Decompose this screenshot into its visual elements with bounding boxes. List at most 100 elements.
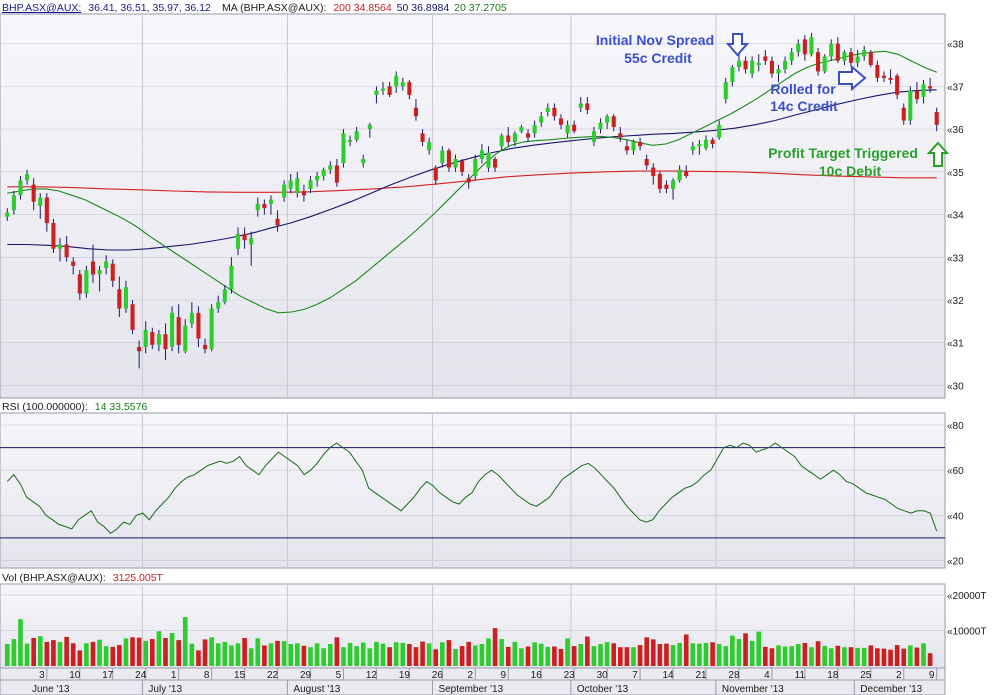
volume-bar (136, 637, 142, 666)
volume-bar (585, 636, 590, 666)
volume-bar (229, 645, 234, 666)
volume-bar (802, 642, 808, 666)
price-tick-label: «37 (947, 82, 964, 93)
annotation-rolled-credit: 14c Credit (770, 98, 838, 114)
ma200-line (7, 170, 937, 193)
candle-body (354, 131, 359, 140)
candle-body (723, 82, 728, 100)
volume-bar (795, 644, 801, 666)
volume-bar (367, 648, 373, 666)
candle-body (539, 116, 544, 123)
volume-bar (268, 643, 274, 666)
arrow-right-icon (838, 64, 867, 92)
candle-body (216, 302, 221, 309)
date-tick-label: 28 (728, 670, 740, 681)
volume-bar (314, 643, 320, 666)
volume-bar (868, 645, 874, 666)
volume-bar (4, 644, 10, 666)
candle-body (51, 223, 56, 249)
candle-body (400, 82, 405, 87)
candle-body (730, 67, 735, 83)
candle-body (249, 238, 254, 245)
rsi-tick-label: «20 (947, 556, 964, 567)
candle-body (110, 263, 115, 281)
volume-bar (360, 642, 366, 666)
ma200-value: 200 34.8564 (333, 2, 392, 14)
volume-bar (914, 647, 920, 666)
candle-body (809, 37, 814, 55)
candle-body (670, 180, 676, 189)
candle-body (921, 84, 926, 98)
date-tick-label: 22 (267, 670, 279, 681)
candle-body (816, 52, 821, 72)
volume-bar (281, 641, 287, 666)
volume-bar (150, 639, 155, 666)
candle-body (618, 133, 623, 138)
candle-body (321, 169, 326, 177)
candle-body (611, 116, 616, 127)
annotation-rolled: Rolled for (770, 81, 836, 97)
volume-bar (374, 641, 379, 666)
volume-bar (327, 644, 333, 666)
annotation-profit: Profit Target Triggered (768, 145, 918, 161)
candle-body (446, 150, 451, 168)
volume-bar (103, 646, 109, 666)
date-tick-label: 2 (896, 670, 902, 681)
volume-bar (156, 631, 162, 666)
volume-bar (90, 641, 96, 666)
candle-body (202, 344, 208, 350)
date-tick-label: 29 (300, 670, 312, 681)
volume-axis: «20000T «10000T (947, 591, 986, 637)
price-tick-label: «30 (947, 381, 964, 392)
volume-bar (571, 646, 577, 666)
candle-body (743, 60, 748, 70)
volume-bar (262, 645, 267, 666)
volume-bar (822, 645, 827, 666)
candle-body (380, 88, 386, 91)
volume-bar (716, 644, 722, 666)
volume-bar (611, 643, 617, 666)
candle-body (242, 233, 247, 241)
date-tick-label: 10 (69, 670, 81, 681)
rsi-label: RSI (100.000000): (2, 401, 88, 413)
volume-bar (644, 637, 649, 666)
volume-bar (426, 643, 432, 666)
candle-body (519, 126, 524, 132)
annotation-initial-credit: 55c Credit (624, 50, 692, 66)
candle-body (598, 122, 603, 130)
volume-bar (393, 642, 399, 666)
date-tick-label: 24 (135, 670, 147, 681)
rsi-tick-label: «80 (947, 421, 964, 432)
volume-bar (861, 647, 867, 666)
candle-body (341, 133, 346, 164)
candle-body (802, 39, 807, 55)
volume-bar (308, 647, 313, 666)
candle-body (914, 90, 919, 100)
candle-body (334, 165, 339, 183)
candle-body (855, 56, 860, 63)
candle-body (651, 167, 656, 177)
candle-body (5, 212, 10, 217)
volume-bar (894, 645, 900, 666)
month-label: July '13 (148, 684, 182, 695)
volume-bar (433, 649, 439, 666)
date-tick-label: 9 (929, 670, 935, 681)
volume-bar (222, 641, 228, 666)
volume-bar (637, 645, 643, 666)
candle-body (57, 244, 63, 249)
volume-bar (176, 640, 181, 666)
month-label: September '13 (438, 684, 503, 695)
candle-body (361, 159, 366, 164)
candle-body (189, 312, 194, 324)
candle-body (104, 261, 109, 268)
candle-body (565, 124, 570, 134)
volume-bar (354, 646, 359, 666)
candle-body (862, 50, 867, 57)
volume-bar (51, 640, 56, 666)
candle-body (605, 116, 610, 123)
price-tick-label: «36 (947, 125, 964, 136)
volume-bar (565, 638, 570, 666)
candle-body (525, 133, 531, 138)
candle-body (585, 103, 590, 110)
candle-body (150, 332, 155, 345)
